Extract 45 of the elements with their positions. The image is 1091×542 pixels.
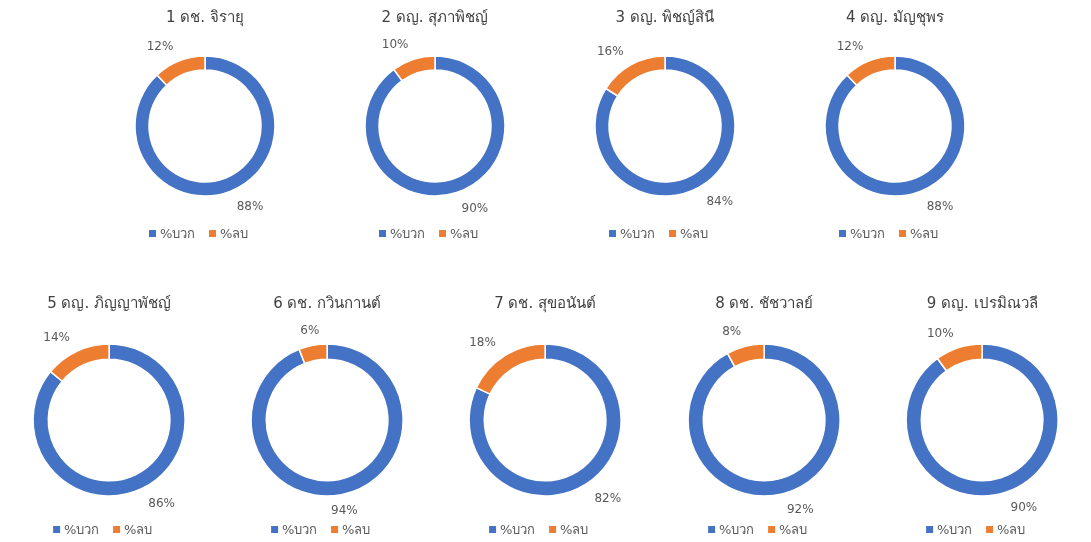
- legend-label: %ลบ: [910, 226, 939, 241]
- data-label: 6%: [300, 322, 320, 337]
- data-label: 82%: [594, 490, 622, 505]
- data-label: 88%: [926, 198, 954, 213]
- chart-title: 4 ดญ. มัญชุพร: [846, 8, 944, 27]
- chart-title: 3 ดญ. พิชญ์สินี: [615, 8, 715, 26]
- chart-title: 9 ดญ. เปรมิณวลี: [926, 294, 1038, 312]
- legend-label: %ลบ: [996, 522, 1026, 537]
- legend-label: %ลบ: [342, 522, 371, 537]
- data-label: 92%: [786, 502, 814, 517]
- legend-label: %บวก: [620, 226, 656, 241]
- data-label: 14%: [43, 329, 70, 344]
- data-label: 94%: [331, 503, 358, 518]
- legend-label: %บวก: [64, 522, 100, 537]
- legend-label: %บวก: [390, 226, 426, 241]
- data-label: 12%: [836, 39, 864, 54]
- legend-label: %บวก: [282, 522, 318, 537]
- legend-label: %บวก: [718, 522, 755, 537]
- data-label: 12%: [146, 39, 174, 54]
- data-label: 86%: [148, 496, 175, 511]
- chart-title: 6 ดช. กวินกานต์: [273, 294, 382, 312]
- legend-label: %ลบ: [680, 226, 709, 241]
- legend-label: %บวก: [500, 522, 536, 537]
- data-label: 18%: [469, 335, 497, 350]
- data-label: 90%: [1010, 500, 1037, 515]
- legend-label: %ลบ: [220, 226, 249, 241]
- chart-title: 2 ดญ. สุภาพิชญ์: [381, 8, 489, 27]
- chart-title: 5 ดญ. ภิญญาพัชญ์: [47, 294, 172, 312]
- data-label: 84%: [706, 194, 734, 209]
- data-label: 88%: [236, 198, 264, 213]
- data-label: 90%: [461, 200, 489, 215]
- legend-label: %ลบ: [560, 522, 589, 537]
- data-label: 16%: [596, 43, 624, 58]
- legend-label: %ลบ: [124, 522, 153, 537]
- legend-label: %ลบ: [450, 226, 479, 241]
- chart-title: 7 ดช. สุขอนันต์: [494, 294, 597, 313]
- legend-label: %ลบ: [778, 522, 808, 537]
- data-label: 10%: [926, 325, 954, 340]
- data-label: 8%: [721, 323, 741, 338]
- chart-title: 8 ดช. ชัชวาลย์: [714, 294, 813, 312]
- legend-label: %บวก: [850, 226, 886, 241]
- data-label: 10%: [381, 37, 409, 52]
- chart-title: 1 ดช. จิรายุ: [166, 8, 244, 27]
- legend-label: %บวก: [936, 522, 973, 537]
- legend-label: %บวก: [160, 226, 196, 241]
